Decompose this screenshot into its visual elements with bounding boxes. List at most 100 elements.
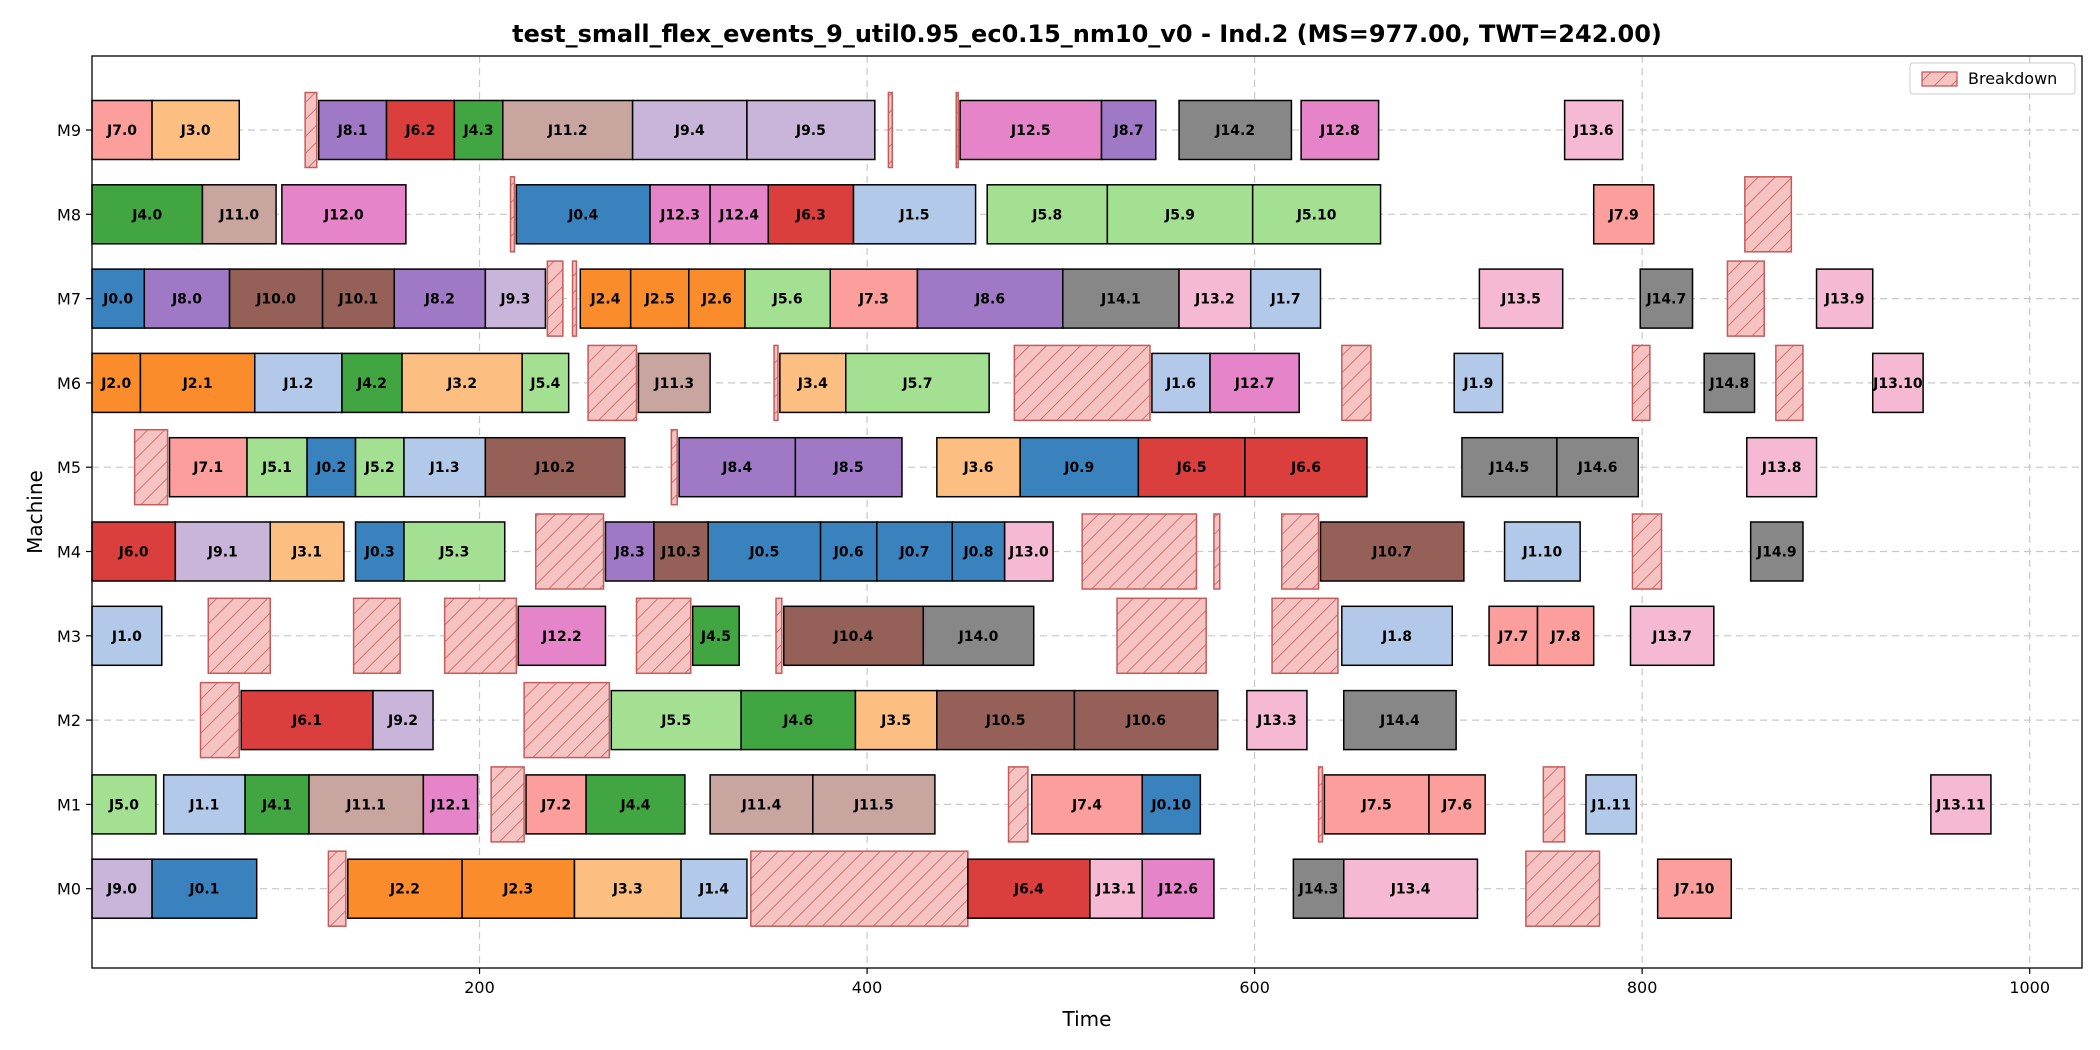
operation-bar — [1178, 99, 1293, 161]
operation-bar — [1488, 605, 1539, 667]
operation-label: J7.8 — [1550, 629, 1581, 645]
operation-bar — [201, 184, 277, 245]
operation-bar — [1341, 605, 1454, 667]
breakdown-bar — [1007, 766, 1029, 843]
operation-label: J1.5 — [899, 207, 930, 223]
operation-label: J2.6 — [701, 292, 732, 308]
operation-label: J2.3 — [502, 882, 533, 898]
y-axis-label: Machine — [23, 470, 47, 554]
operation-label: J4.0 — [131, 207, 162, 223]
operation-bar — [484, 268, 547, 329]
y-tick-label: M5 — [57, 458, 81, 477]
operation-label: J14.2 — [1214, 123, 1255, 139]
breakdown-bar — [635, 597, 692, 675]
operation-label: J5.6 — [772, 292, 803, 308]
operation-label: J3.5 — [880, 713, 911, 729]
operation-bar — [794, 436, 903, 498]
operation-bar — [372, 689, 434, 751]
operation-label: J10.6 — [1125, 713, 1166, 729]
operation-label: J4.5 — [700, 629, 731, 645]
breakdown-bar — [750, 850, 969, 927]
operation-label: J13.0 — [1008, 545, 1049, 561]
operation-label: J0.2 — [315, 460, 346, 476]
breakdown-bar — [1081, 513, 1198, 590]
operation-bar — [385, 99, 456, 161]
operation-bar — [585, 774, 686, 835]
breakdown-bar — [352, 597, 401, 675]
operation-bar — [1106, 184, 1254, 245]
operation-bar — [709, 774, 814, 835]
breakdown-bar — [1744, 176, 1793, 253]
operation-bar — [1592, 184, 1655, 245]
operation-bar — [610, 689, 742, 751]
operation-label: J11.0 — [218, 207, 259, 223]
operation-bar — [1249, 268, 1322, 329]
operation-bar — [151, 99, 241, 161]
operation-label: J14.5 — [1489, 460, 1530, 476]
operation-bar — [740, 689, 857, 751]
operation-bar — [1815, 268, 1874, 329]
operation-bar — [852, 184, 977, 245]
legend-breakdown-swatch — [1921, 71, 1958, 87]
operation-bar — [403, 521, 506, 582]
operation-bar — [967, 858, 1091, 919]
operation-label: J12.5 — [1010, 123, 1051, 139]
operation-label: J0.3 — [364, 545, 395, 561]
y-axis: M0 M1 M2 M3 M4 M5 M6 M7 M8 M9 — [57, 121, 92, 899]
operation-label: J5.10 — [1296, 207, 1337, 223]
operation-bar — [649, 184, 711, 245]
operation-label: J5.3 — [438, 545, 469, 561]
breakdown-bar — [1213, 513, 1221, 590]
operation-label: J5.4 — [529, 376, 560, 392]
operations-layer: J9.0 J0.1 J2.2 J2.3 J3.3 J1.4 J6.4 J13.1 J12.6 J1… — [91, 99, 1992, 919]
x-tick-label: 600 — [1239, 978, 1270, 997]
operation-bar — [1246, 689, 1308, 751]
operation-bar — [779, 352, 847, 414]
operation-label: J12.2 — [541, 629, 582, 645]
operation-label: J9.1 — [207, 545, 238, 561]
breakdown-bar — [443, 597, 518, 675]
operation-label: J3.2 — [446, 376, 477, 392]
operation-label: J11.1 — [345, 797, 386, 813]
operation-label: J3.6 — [962, 460, 993, 476]
breakdown-bar — [773, 344, 779, 422]
operation-bar — [228, 268, 324, 329]
operation-label: J6.0 — [118, 545, 149, 561]
operation-label: J2.2 — [389, 882, 420, 898]
operation-bar — [347, 858, 463, 919]
operation-bar — [688, 268, 746, 329]
operation-label: J10.2 — [534, 460, 575, 476]
operation-bar — [240, 689, 374, 751]
operation-bar — [1100, 99, 1157, 161]
operation-label: J1.0 — [111, 629, 142, 645]
operation-bar — [254, 352, 343, 414]
operation-bar — [986, 184, 1109, 245]
operation-bar — [678, 436, 797, 498]
operation-label: J8.3 — [614, 545, 645, 561]
breakdown-bar — [490, 766, 525, 843]
operation-bar — [91, 858, 153, 919]
operation-label: J9.2 — [387, 713, 418, 729]
operation-bar — [1003, 521, 1054, 582]
operation-bar — [1639, 268, 1694, 329]
operation-bar — [308, 774, 425, 835]
y-tick-label: M9 — [57, 121, 81, 140]
operation-bar — [691, 605, 740, 667]
breakdown-bar — [587, 344, 638, 422]
operation-label: J14.6 — [1577, 460, 1618, 476]
operation-bar — [1746, 436, 1818, 498]
operation-bar — [1141, 858, 1215, 919]
operation-label: J13.4 — [1390, 882, 1431, 898]
operation-label: J7.5 — [1361, 797, 1392, 813]
operation-label: J5.7 — [901, 376, 932, 392]
operation-bar — [244, 774, 310, 835]
operation-bar — [579, 268, 632, 329]
operation-bar — [653, 521, 709, 582]
operation-label: J5.0 — [108, 797, 139, 813]
breakdown-bar — [1341, 344, 1372, 422]
operation-label: J3.1 — [291, 545, 322, 561]
operation-bar — [91, 352, 142, 414]
operation-bar — [1300, 99, 1380, 161]
operation-bar — [1871, 352, 1924, 414]
operation-label: J5.9 — [1164, 207, 1195, 223]
